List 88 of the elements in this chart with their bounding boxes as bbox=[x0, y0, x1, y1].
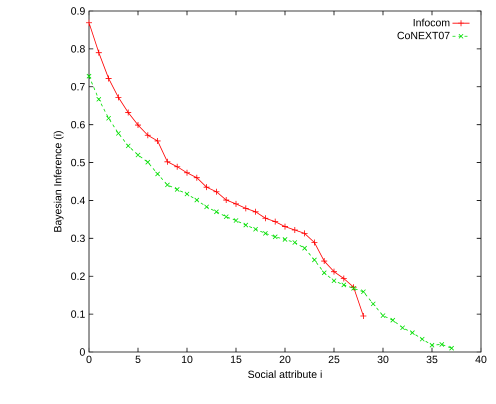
legend-label: CoNEXT07 bbox=[398, 32, 450, 40]
point bbox=[155, 171, 160, 176]
point bbox=[420, 336, 425, 342]
x-tick-label: 35 bbox=[426, 356, 438, 364]
point bbox=[224, 214, 229, 220]
point bbox=[116, 130, 121, 136]
point bbox=[390, 318, 396, 323]
point bbox=[360, 289, 366, 294]
point bbox=[282, 236, 288, 242]
point bbox=[174, 163, 181, 170]
point bbox=[242, 204, 250, 212]
point bbox=[193, 174, 200, 182]
point bbox=[184, 191, 190, 197]
point bbox=[154, 138, 161, 144]
point bbox=[301, 230, 308, 237]
point bbox=[204, 204, 210, 210]
point bbox=[370, 301, 376, 306]
point bbox=[322, 270, 327, 276]
x-tick-label: 40 bbox=[475, 356, 486, 364]
point bbox=[135, 152, 141, 158]
point bbox=[282, 223, 288, 230]
point bbox=[410, 330, 415, 336]
point bbox=[124, 109, 132, 116]
legend-label: Infocom bbox=[414, 18, 450, 26]
point bbox=[174, 186, 180, 192]
point bbox=[291, 226, 298, 234]
point bbox=[145, 160, 150, 165]
y-tick-label: 0.6 bbox=[71, 120, 85, 128]
point bbox=[86, 74, 92, 79]
point bbox=[86, 19, 92, 26]
point bbox=[272, 218, 279, 226]
point bbox=[449, 346, 454, 351]
point bbox=[380, 313, 386, 318]
x-axis-title: Social attribute i bbox=[248, 370, 322, 378]
point bbox=[292, 240, 298, 246]
point bbox=[331, 278, 337, 284]
y-tick-label: 0.2 bbox=[71, 272, 85, 280]
x-tick-label: 5 bbox=[136, 356, 140, 364]
y-tick-label: 0.7 bbox=[71, 83, 85, 91]
y-tick-label: 0 bbox=[80, 348, 85, 356]
point bbox=[106, 116, 112, 121]
point bbox=[243, 222, 248, 228]
y-tick-label: 0.5 bbox=[71, 158, 85, 166]
y-tick-label: 0.1 bbox=[71, 310, 85, 318]
point bbox=[252, 208, 259, 216]
y-tick-label: 0.3 bbox=[71, 234, 85, 242]
point bbox=[439, 342, 444, 347]
point bbox=[126, 143, 131, 148]
y-tick-label: 0.8 bbox=[71, 45, 85, 53]
y-tick-label: 0.9 bbox=[71, 7, 85, 15]
point bbox=[96, 96, 102, 102]
x-tick-label: 10 bbox=[182, 356, 192, 364]
point bbox=[302, 246, 308, 251]
point bbox=[203, 184, 210, 191]
point bbox=[164, 158, 171, 166]
point bbox=[184, 169, 190, 176]
x-tick-label: 25 bbox=[328, 356, 340, 364]
point bbox=[194, 198, 200, 203]
point bbox=[144, 132, 152, 139]
point bbox=[400, 325, 406, 330]
point bbox=[164, 182, 170, 188]
point bbox=[222, 196, 230, 204]
point bbox=[115, 94, 122, 101]
x-tick-label: 15 bbox=[230, 356, 242, 364]
y-axis-title: Bayesian Inference (i) bbox=[54, 131, 64, 232]
point bbox=[134, 122, 142, 128]
point bbox=[341, 282, 346, 288]
point bbox=[262, 214, 269, 222]
point bbox=[214, 209, 219, 214]
point bbox=[312, 257, 317, 262]
point bbox=[253, 226, 258, 232]
point bbox=[233, 218, 239, 224]
point bbox=[105, 75, 112, 82]
point bbox=[213, 188, 220, 196]
point bbox=[360, 312, 367, 320]
point bbox=[340, 275, 348, 282]
point bbox=[95, 49, 102, 56]
x-tick-label: 30 bbox=[378, 356, 388, 364]
point bbox=[262, 230, 268, 236]
x-tick-label: 0 bbox=[86, 356, 92, 364]
x-tick-label: 20 bbox=[280, 356, 290, 364]
point bbox=[232, 200, 240, 208]
point bbox=[320, 258, 328, 264]
point bbox=[429, 342, 435, 348]
point bbox=[311, 239, 318, 246]
point bbox=[330, 268, 338, 276]
point bbox=[272, 234, 278, 240]
y-tick-label: 0.4 bbox=[71, 196, 85, 204]
